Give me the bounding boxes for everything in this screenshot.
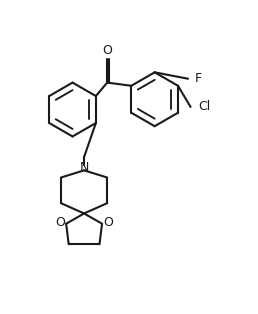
Text: Cl: Cl: [198, 100, 211, 113]
Text: N: N: [79, 161, 89, 174]
Text: O: O: [103, 216, 113, 229]
Text: F: F: [195, 72, 201, 85]
Text: O: O: [102, 45, 112, 57]
Text: O: O: [55, 216, 66, 229]
